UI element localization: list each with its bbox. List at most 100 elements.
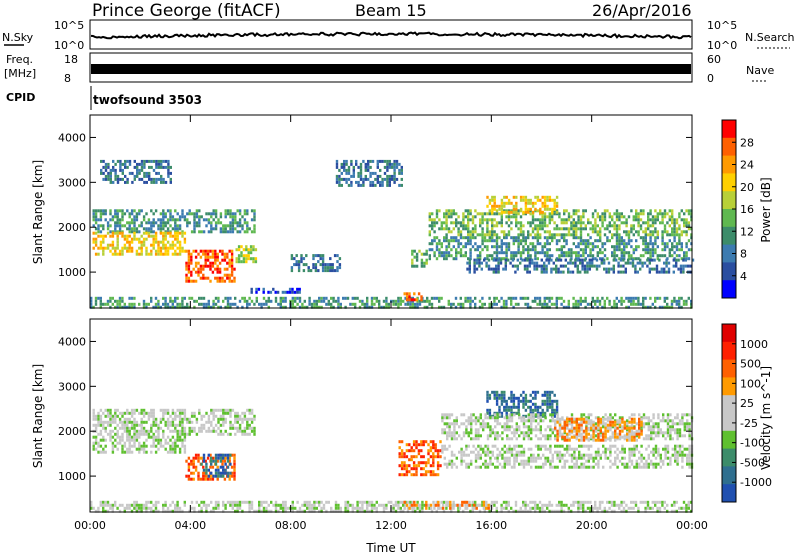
data-cell	[386, 177, 389, 181]
data-cell	[157, 162, 160, 166]
data-cell	[351, 302, 354, 306]
data-cell	[543, 399, 547, 403]
data-cell	[121, 414, 124, 418]
data-cell	[481, 248, 484, 252]
data-cell	[680, 296, 683, 300]
data-cell	[202, 296, 206, 300]
data-cell	[114, 215, 117, 219]
data-cell	[678, 422, 682, 426]
data-cell	[685, 218, 688, 222]
data-cell	[97, 246, 100, 250]
data-cell	[585, 420, 588, 424]
data-cell	[524, 207, 528, 211]
data-cell	[597, 420, 600, 424]
data-cell	[688, 413, 691, 417]
data-cell	[121, 305, 124, 309]
data-cell	[234, 414, 237, 418]
data-cell	[495, 254, 499, 258]
data-cell	[128, 215, 131, 219]
data-cell	[686, 425, 689, 429]
data-cell	[491, 224, 494, 228]
data-cell	[226, 459, 230, 463]
data-cell	[138, 177, 141, 181]
data-cell	[469, 248, 472, 252]
data-cell	[490, 267, 493, 271]
data-cell	[563, 251, 566, 255]
data-cell	[450, 462, 454, 466]
data-cell	[486, 465, 490, 469]
data-cell	[467, 419, 470, 423]
data-cell	[174, 444, 177, 448]
data-cell	[630, 254, 633, 258]
data-cell	[124, 162, 127, 166]
data-cell	[181, 426, 184, 430]
data-cell	[527, 198, 530, 202]
data-cell	[415, 464, 418, 468]
data-cell	[579, 302, 582, 306]
data-cell	[386, 168, 389, 172]
data-cell	[246, 432, 249, 436]
data-cell	[601, 305, 604, 309]
data-cell	[447, 254, 451, 258]
data-cell	[343, 159, 346, 163]
data-cell	[675, 299, 678, 303]
data-cell	[496, 456, 499, 460]
data-cell	[603, 227, 607, 231]
data-cell	[562, 299, 566, 303]
data-cell	[193, 212, 196, 216]
data-cell	[241, 417, 244, 421]
data-cell	[116, 435, 119, 439]
data-cell	[488, 230, 491, 234]
data-cell	[611, 236, 614, 240]
data-cell	[397, 296, 400, 300]
data-cell	[121, 218, 124, 222]
data-cell	[181, 417, 184, 421]
data-cell	[128, 417, 131, 421]
data-cell	[477, 450, 480, 454]
data-cell	[131, 171, 134, 175]
data-cell	[246, 299, 249, 303]
data-cell	[162, 159, 165, 163]
data-cell	[624, 261, 627, 265]
data-cell	[650, 434, 653, 438]
data-cell	[459, 302, 462, 306]
data-cell	[90, 296, 93, 300]
data-cell	[642, 413, 646, 417]
data-cell	[214, 468, 218, 472]
data-cell	[539, 207, 542, 211]
data-cell	[510, 416, 514, 420]
data-cell	[582, 462, 586, 466]
data-cell	[534, 201, 537, 205]
data-cell	[465, 425, 468, 429]
data-cell	[386, 183, 389, 187]
data-cell	[490, 302, 494, 306]
data-cell	[596, 233, 599, 237]
data-cell	[530, 416, 533, 420]
data-cell	[464, 236, 467, 240]
data-cell	[99, 429, 103, 433]
data-cell	[450, 254, 453, 258]
data-cell	[467, 209, 470, 213]
data-cell	[468, 261, 471, 265]
data-cell	[522, 390, 525, 394]
data-cell	[92, 240, 95, 244]
data-cell	[620, 212, 623, 216]
data-cell	[494, 413, 497, 417]
data-cell	[447, 209, 451, 213]
data-cell	[320, 299, 323, 303]
data-cell	[176, 423, 179, 427]
data-cell	[327, 299, 330, 303]
data-cell	[599, 215, 602, 219]
data-cell	[228, 261, 231, 265]
data-cell	[92, 209, 95, 213]
data-cell	[539, 416, 542, 420]
data-cell	[248, 432, 251, 436]
data-cell	[591, 212, 595, 216]
data-cell	[515, 453, 518, 457]
data-cell	[616, 432, 619, 436]
data-cell	[500, 393, 504, 397]
data-cell	[205, 224, 208, 228]
data-cell	[133, 423, 136, 427]
data-cell	[347, 168, 351, 172]
